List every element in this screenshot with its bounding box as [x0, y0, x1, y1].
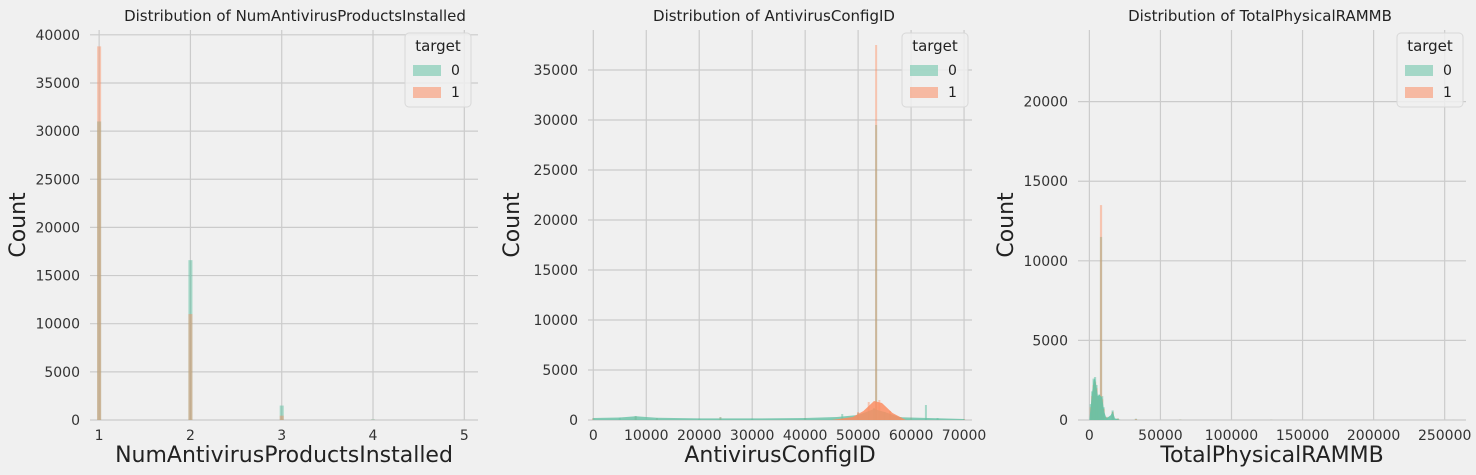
legend: target 0 1 — [901, 32, 969, 108]
y-tick-label: 30000 — [35, 124, 80, 140]
bar-target-1 — [1134, 419, 1138, 420]
x-axis-label: TotalPhysicalRAMMB — [1159, 443, 1383, 468]
chart-panel-2: 0 5000 10000 15000 20000 25000 30000 35000 0 1000… — [500, 7, 986, 468]
kde-target-0 — [593, 409, 965, 420]
legend-label: 0 — [948, 63, 957, 79]
x-tick-label: 250000 — [1418, 428, 1471, 444]
x-tick-label: 10000 — [624, 428, 669, 444]
y-tick-label: 25000 — [533, 163, 578, 179]
y-axis-label: Count — [6, 192, 31, 258]
bar-target-0 — [188, 260, 193, 420]
bar-target-0 — [1105, 416, 1108, 420]
bar-target-0 — [279, 405, 284, 420]
y-tick-label: 20000 — [35, 220, 80, 236]
x-tick-label: 4 — [369, 428, 378, 444]
legend: target 0 1 — [404, 32, 472, 108]
kde-target-1 — [831, 401, 906, 420]
x-tick-label: 50000 — [836, 428, 881, 444]
y-tick-label: 35000 — [533, 63, 578, 79]
legend-title: target — [912, 37, 958, 55]
x-tick-label: 200000 — [1347, 428, 1400, 444]
y-tick-label: 20000 — [533, 213, 578, 229]
y-tick-label: 30000 — [533, 113, 578, 129]
chart-panel-1: 0 5000 10000 15000 20000 25000 30000 35000 40000… — [6, 7, 478, 468]
legend-swatch-target-0 — [413, 65, 441, 76]
legend: target 0 1 — [1396, 32, 1464, 108]
x-tick-label: 40000 — [783, 428, 828, 444]
legend-label: 1 — [451, 85, 460, 101]
bar-target-0 — [371, 419, 376, 420]
bar-target-0 — [1134, 418, 1138, 420]
legend-label: 1 — [948, 85, 957, 101]
bar-target-0 — [875, 125, 878, 420]
legend-title: target — [1407, 37, 1453, 55]
y-tick-label: 15000 — [533, 263, 578, 279]
bar-target-0 — [924, 405, 927, 420]
chart-title: Distribution of AntivirusConfigID — [653, 7, 895, 25]
legend-title: target — [415, 37, 461, 55]
y-tick-label: 0 — [569, 413, 578, 429]
bar-target-1 — [279, 415, 284, 420]
legend-swatch-target-1 — [910, 87, 938, 98]
x-tick-label: 150000 — [1276, 428, 1329, 444]
y-tick-label: 5000 — [542, 363, 578, 379]
y-tick-label: 10000 — [35, 317, 80, 333]
legend-swatch-target-0 — [1405, 65, 1433, 76]
bar-target-0 — [97, 121, 102, 421]
y-tick-label: 5000 — [44, 365, 80, 381]
bar-target-1 — [875, 45, 878, 420]
bar-target-0 — [1099, 236, 1103, 420]
bar-target-1 — [188, 314, 193, 420]
y-tick-label: 20000 — [1023, 95, 1068, 111]
y-tick-label: 35000 — [35, 76, 80, 92]
x-tick-label: 0 — [589, 428, 598, 444]
x-tick-label: 2 — [186, 428, 195, 444]
x-tick-label: 100000 — [1205, 428, 1258, 444]
bar-target-1 — [1099, 205, 1103, 420]
legend-swatch-target-1 — [1405, 87, 1433, 98]
x-tick-label: 50000 — [1138, 428, 1183, 444]
bar-target-1 — [97, 46, 102, 421]
y-axis-label: Count — [994, 192, 1019, 258]
x-tick-label: 30000 — [730, 428, 775, 444]
x-tick-label: 70000 — [942, 428, 987, 444]
chart-title: Distribution of NumAntivirusProductsInst… — [124, 7, 466, 25]
y-tick-label: 25000 — [35, 172, 80, 188]
y-tick-label: 5000 — [1032, 333, 1068, 349]
y-tick-label: 15000 — [1023, 174, 1068, 190]
y-tick-label: 0 — [1059, 413, 1068, 429]
y-axis-label: Count — [500, 192, 525, 258]
x-tick-label: 60000 — [889, 428, 934, 444]
chart-title: Distribution of TotalPhysicalRAMMB — [1128, 7, 1392, 25]
kde-target-0 — [1089, 378, 1121, 420]
x-tick-label: 20000 — [677, 428, 722, 444]
x-tick-label: 1 — [95, 428, 104, 444]
y-tick-label: 0 — [71, 413, 80, 429]
x-axis-label: NumAntivirusProductsInstalled — [115, 443, 453, 468]
legend-label: 1 — [1443, 85, 1452, 101]
x-tick-label: 3 — [277, 428, 286, 444]
y-tick-label: 15000 — [35, 269, 80, 285]
y-tick-label: 10000 — [1023, 254, 1068, 270]
legend-label: 0 — [1443, 63, 1452, 79]
legend-swatch-target-1 — [413, 87, 441, 98]
x-tick-label: 0 — [1085, 428, 1094, 444]
x-tick-label: 5 — [460, 428, 469, 444]
y-tick-label: 40000 — [35, 28, 80, 44]
legend-label: 0 — [451, 63, 460, 79]
x-axis-label: AntivirusConfigID — [684, 443, 875, 468]
legend-swatch-target-0 — [910, 65, 938, 76]
y-tick-label: 10000 — [533, 313, 578, 329]
